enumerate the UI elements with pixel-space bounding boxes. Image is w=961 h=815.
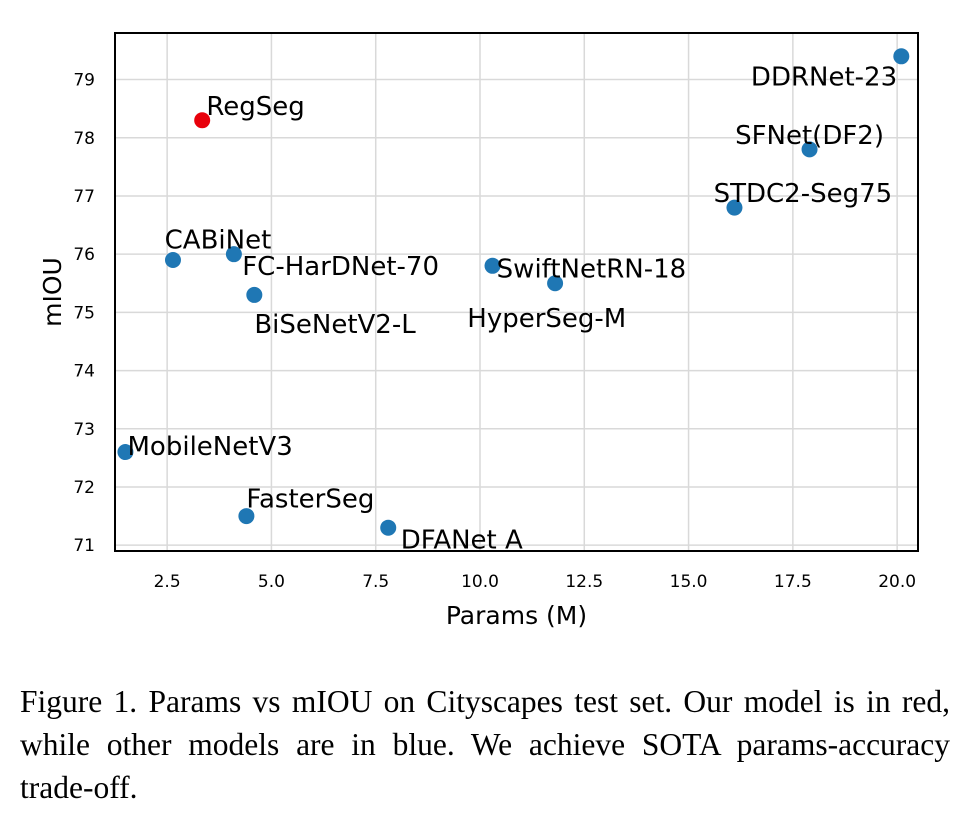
point-label: CABiNet	[165, 226, 272, 256]
data-points	[117, 48, 910, 536]
x-tick-label: 17.5	[774, 572, 812, 592]
y-tick-label: 75	[73, 303, 95, 323]
figure-caption: Figure 1. Params vs mIOU on Cityscapes t…	[20, 684, 950, 805]
y-tick-label: 79	[73, 71, 95, 91]
y-axis-ticks: 71 72 73 74 75 76 77 78 79	[73, 71, 95, 557]
data-point	[547, 275, 564, 292]
point-label: STDC2-Seg75	[714, 179, 893, 209]
x-tick-label: 2.5	[154, 572, 181, 592]
y-tick-label: 78	[73, 129, 95, 149]
point-label: MobileNetV3	[128, 432, 293, 462]
x-tick-label: 7.5	[362, 572, 389, 592]
plot-frame	[114, 32, 919, 552]
x-axis-ticks: 2.5 5.0 7.5 10.0 12.5 15.0 17.5 20.0	[154, 572, 916, 592]
point-label: RegSeg	[206, 92, 304, 122]
y-tick-label: 77	[73, 187, 95, 207]
x-tick-label: 12.5	[565, 572, 603, 592]
point-label: DDRNet-23	[751, 63, 897, 93]
data-point	[225, 246, 242, 263]
point-label: BiSeNetV2-L	[254, 310, 416, 340]
y-axis-label: mIOU	[38, 257, 67, 327]
x-axis-label: Params (M)	[446, 601, 587, 630]
data-point	[194, 112, 211, 129]
data-point	[380, 519, 397, 536]
point-labels: RegSeg DDRNet-23 SFNet(DF2) STDC2-Seg75 CABi…	[128, 63, 898, 556]
point-label: SFNet(DF2)	[735, 121, 884, 151]
y-tick-label: 74	[73, 362, 95, 382]
x-tick-label: 20.0	[878, 572, 916, 592]
grid	[115, 33, 918, 551]
data-point	[726, 199, 743, 216]
point-label: FasterSeg	[246, 485, 374, 515]
x-tick-label: 15.0	[670, 572, 708, 592]
y-tick-label: 71	[73, 536, 95, 556]
data-point	[484, 257, 501, 274]
data-point	[246, 286, 263, 303]
point-label: DFANet A	[401, 525, 523, 555]
point-label: FC-HarDNet-70	[242, 252, 439, 282]
y-tick-label: 73	[73, 420, 95, 440]
x-tick-label: 5.0	[258, 572, 285, 592]
x-tick-label: 10.0	[461, 572, 499, 592]
point-label: HyperSeg-M	[467, 304, 626, 334]
y-tick-label: 76	[73, 245, 95, 265]
data-point	[238, 508, 255, 525]
scatter-chart: 2.5 5.0 7.5 10.0 12.5 15.0 17.5 20.0 71 72 73 74 75…	[38, 32, 919, 630]
data-point	[164, 251, 181, 268]
point-label: SwiftNetRN-18	[497, 255, 687, 285]
data-point	[893, 48, 910, 65]
data-point	[801, 141, 818, 158]
y-tick-label: 72	[73, 478, 95, 498]
data-point	[117, 444, 134, 461]
